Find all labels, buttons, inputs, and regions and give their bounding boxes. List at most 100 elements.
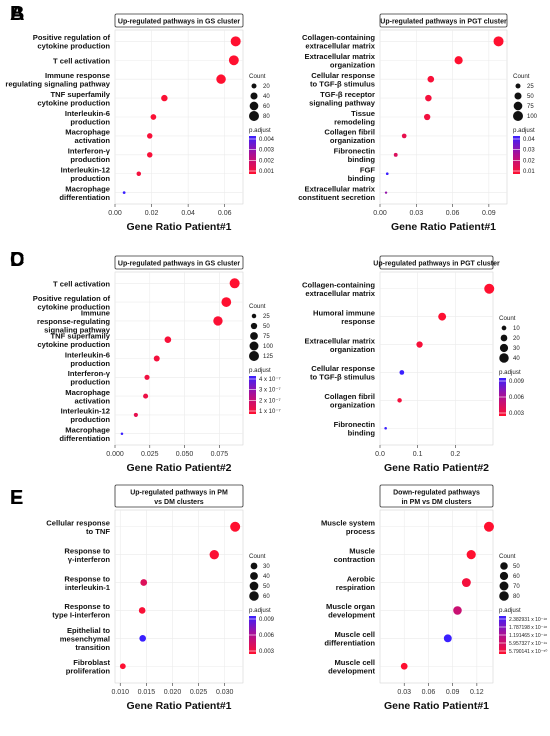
x-tick-label: 0.0	[375, 451, 385, 458]
x-axis-label: Gene Ratio Patient#1	[384, 700, 489, 712]
data-point	[438, 312, 447, 321]
y-category-label: Immune	[81, 308, 110, 317]
legend-count-label: 40	[263, 94, 270, 100]
y-category-label: Interleukin-6	[65, 350, 110, 359]
data-point	[453, 606, 462, 615]
x-tick-label: 0.010	[111, 689, 129, 696]
legend-color-label: 1.191465 x 10⁻¹⁸	[509, 633, 547, 639]
legend-count-label: 20	[513, 336, 520, 342]
y-category-label: proliferation	[66, 667, 111, 676]
data-point	[221, 297, 232, 307]
legend-count-symbol	[249, 591, 259, 601]
legend-count-label: 10	[513, 326, 520, 332]
data-point	[230, 521, 241, 532]
data-point	[144, 374, 150, 380]
y-category-label: Positive regulation of	[33, 33, 111, 42]
x-tick-label: 0.015	[138, 689, 156, 696]
x-tick-label: 0.12	[470, 689, 484, 696]
chart-panel-f: F Down-regulated pathways in PM vs DM clus…	[10, 484, 547, 712]
legend-count-symbol	[499, 353, 509, 363]
legend-color-title: p.adjust	[249, 127, 271, 134]
data-point	[483, 521, 494, 532]
data-point	[443, 634, 452, 643]
data-point	[425, 94, 432, 102]
y-category-label: Collagen-containing	[302, 33, 375, 42]
data-point	[393, 152, 398, 157]
y-category-label: Muscle cell	[334, 630, 375, 639]
y-category-label: Macrophage	[65, 388, 110, 397]
plot-area	[379, 509, 494, 684]
data-point	[484, 283, 495, 294]
data-point	[120, 432, 124, 435]
data-point	[143, 393, 149, 399]
legend-color-title: p.adjust	[513, 127, 535, 134]
y-category-label: activation	[75, 396, 111, 405]
legend-color-bar	[249, 136, 256, 174]
legend-color-title: p.adjust	[499, 607, 521, 614]
y-category-label: TNF superfamily	[51, 331, 111, 340]
y-category-label: T cell activation	[53, 56, 110, 65]
data-point	[401, 133, 407, 139]
panel-letter: C	[10, 249, 24, 271]
legend-count-label: 70	[513, 584, 520, 590]
y-category-label: extracellular matrix	[305, 289, 375, 298]
data-point	[427, 75, 435, 83]
data-point	[400, 662, 408, 670]
legend-count-label: 60	[263, 594, 270, 600]
legend-count-label: 100	[527, 114, 538, 120]
y-category-label: process	[346, 527, 375, 536]
legend-count-symbol	[249, 101, 259, 111]
data-point	[461, 578, 471, 588]
y-category-label: Collagen fibril	[324, 392, 375, 401]
chart-title-box	[379, 13, 508, 28]
y-category-label: Humoral immune	[313, 308, 375, 317]
legend-color-label: 0.003	[259, 649, 275, 655]
legend-count-label: 50	[513, 564, 520, 570]
data-point	[230, 36, 241, 47]
chart-title-box	[114, 13, 244, 28]
chart-panel-a: A Up-regulated pathways in GS cluster 0.00…	[5, 3, 274, 233]
legend-count-title: Count	[249, 303, 266, 310]
y-category-label: interleukin-1	[65, 583, 111, 592]
legend-color-title: p.adjust	[499, 369, 521, 376]
chart-title-box	[114, 255, 244, 270]
y-category-label: response	[341, 317, 375, 326]
y-category-label: Macrophage	[65, 184, 110, 193]
legend-count-symbol	[499, 571, 509, 581]
x-tick-label: 0.06	[446, 210, 460, 217]
data-point	[209, 549, 219, 560]
legend-color-bar	[513, 136, 520, 174]
x-tick-label: 0.075	[211, 451, 229, 458]
y-category-label: Extracellular matrix	[305, 336, 376, 345]
data-point	[164, 336, 172, 344]
y-category-label: to TGF-β stimulus	[310, 373, 375, 382]
legend-count-symbol	[513, 111, 523, 121]
legend-count-label: 60	[513, 574, 520, 580]
legend-count-label: 40	[263, 574, 270, 580]
legend-count-symbol	[251, 83, 257, 89]
y-category-label: Positive regulation of	[33, 294, 111, 303]
x-tick-label: 0.06	[422, 689, 436, 696]
y-category-label: Extracellular matrix	[305, 52, 376, 61]
chart-title: Up-regulated pathways in GS cluster	[118, 19, 240, 26]
x-tick-label: 0.09	[446, 689, 460, 696]
x-tick-label: 0.030	[216, 689, 234, 696]
data-point	[454, 56, 463, 65]
y-category-label: Collagen-containing	[302, 280, 375, 289]
legend-count-title: Count	[249, 553, 266, 560]
data-point	[213, 316, 223, 326]
x-tick-label: 0.050	[176, 451, 194, 458]
chart-title-box	[379, 255, 494, 270]
y-category-label: development	[328, 611, 375, 620]
legend-color-bar	[249, 376, 256, 414]
y-category-label: contraction	[334, 555, 376, 564]
y-category-label: binding	[348, 155, 376, 164]
x-axis-label: Gene Ratio Patient#1	[126, 700, 231, 712]
legend-count-symbol	[250, 332, 258, 340]
y-category-label: organization	[330, 61, 376, 70]
y-category-label: differentiation	[324, 639, 375, 648]
y-category-label: Fibronectin	[334, 147, 376, 156]
legend-count-label: 100	[263, 344, 274, 350]
data-point	[228, 55, 239, 66]
